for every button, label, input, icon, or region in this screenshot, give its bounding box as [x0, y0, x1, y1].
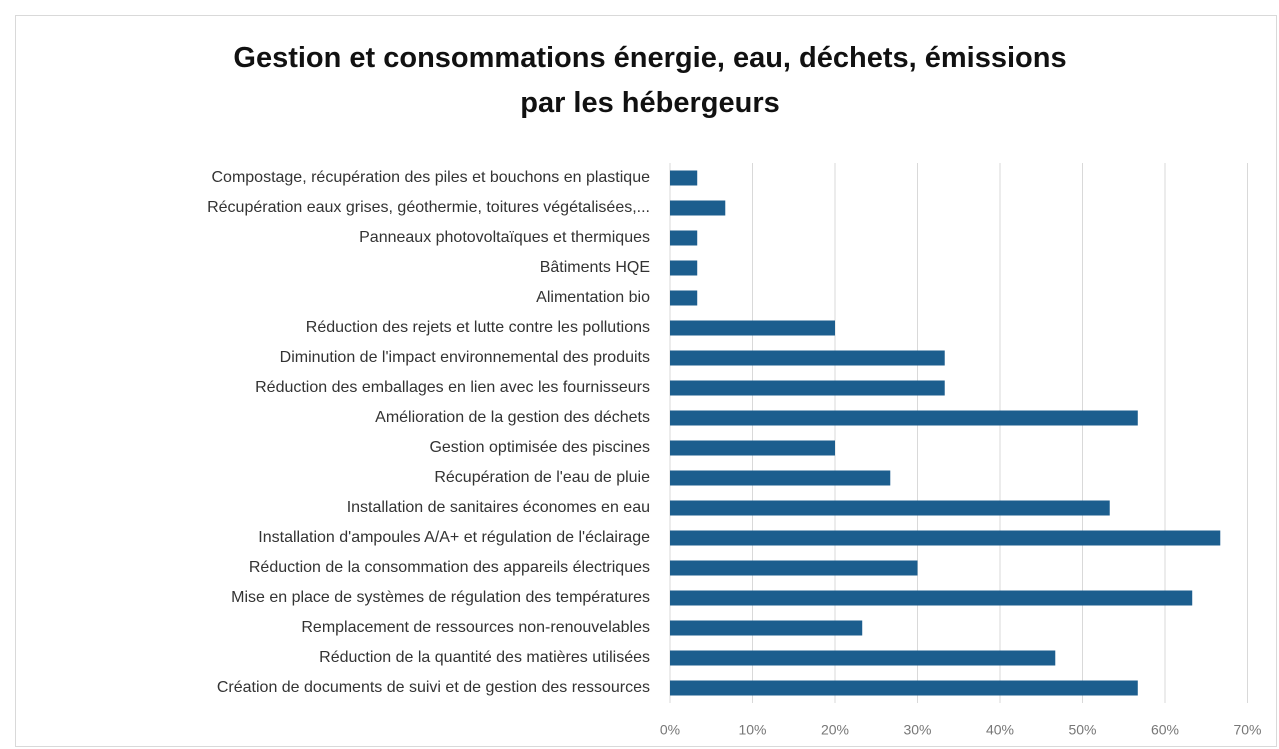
bar — [670, 680, 1138, 696]
bar — [670, 500, 1110, 516]
bar — [670, 260, 698, 276]
y-tick-label: Compostage, récupération des piles et bo… — [211, 169, 650, 186]
y-tick-label: Installation de sanitaires économes en e… — [347, 499, 650, 516]
y-tick-label: Récupération eaux grises, géothermie, to… — [207, 199, 650, 216]
y-tick-label: Création de documents de suivi et de ges… — [217, 679, 650, 696]
y-tick-label: Panneaux photovoltaïques et thermiques — [359, 229, 650, 246]
y-tick-label: Réduction de la consommation des apparei… — [249, 559, 650, 576]
y-tick-label: Réduction des emballages en lien avec le… — [255, 379, 650, 396]
x-tick-label: 70% — [1233, 722, 1261, 738]
x-tick-label: 40% — [986, 722, 1014, 738]
y-tick-label: Réduction des rejets et lutte contre les… — [306, 319, 650, 336]
bar — [670, 470, 891, 486]
y-tick-label: Installation d'ampoules A/A+ et régulati… — [258, 529, 650, 546]
x-tick-label: 0% — [660, 722, 680, 738]
bar — [670, 440, 835, 456]
bar — [670, 200, 726, 216]
y-tick-label: Réduction de la quantité des matières ut… — [319, 649, 650, 666]
bar — [670, 530, 1221, 546]
bar — [670, 620, 863, 636]
y-tick-label: Mise en place de systèmes de régulation … — [231, 589, 650, 606]
bar — [670, 320, 835, 336]
bar — [670, 410, 1138, 426]
chart-frame — [15, 15, 1277, 747]
x-tick-label: 50% — [1068, 722, 1096, 738]
y-tick-label: Bâtiments HQE — [540, 259, 650, 276]
bar — [670, 650, 1056, 666]
y-tick-label: Gestion optimisée des piscines — [429, 439, 650, 456]
y-tick-label: Diminution de l'impact environnemental d… — [280, 349, 650, 366]
x-tick-label: 10% — [738, 722, 766, 738]
chart-title: Gestion et consommations énergie, eau, d… — [233, 42, 1067, 119]
bar — [670, 380, 945, 396]
y-tick-label: Amélioration de la gestion des déchets — [375, 409, 650, 426]
y-tick-label: Alimentation bio — [536, 289, 650, 306]
y-tick-label: Récupération de l'eau de pluie — [434, 469, 650, 486]
bar — [670, 290, 698, 306]
bar — [670, 590, 1193, 606]
y-tick-label: Remplacement de ressources non-renouvela… — [301, 619, 650, 636]
x-tick-label: 20% — [821, 722, 849, 738]
x-tick-label: 30% — [903, 722, 931, 738]
bar — [670, 230, 698, 246]
bar — [670, 170, 698, 186]
x-tick-label: 60% — [1151, 722, 1179, 738]
bar — [670, 350, 945, 366]
bar — [670, 560, 918, 576]
